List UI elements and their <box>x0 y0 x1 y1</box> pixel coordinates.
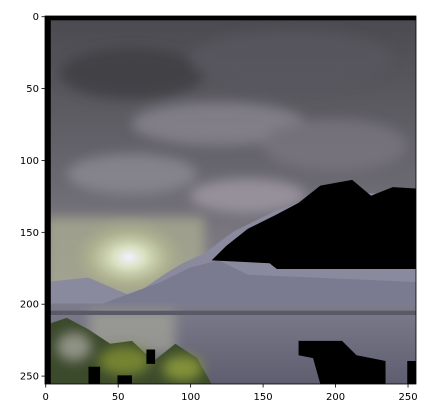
image <box>45 16 416 384</box>
x-tick-label: 200 <box>326 392 345 403</box>
y-tick-label: 0 <box>33 12 39 23</box>
y-tick-label: 50 <box>26 84 39 95</box>
x-tick-label: 250 <box>398 392 417 403</box>
y-tick-label: 250 <box>20 372 39 383</box>
x-tick-label: 100 <box>181 392 200 403</box>
y-tick-label: 100 <box>20 156 39 167</box>
x-tick-label: 50 <box>112 392 125 403</box>
x-tick-label: 150 <box>254 392 273 403</box>
y-tick-label: 200 <box>20 300 39 311</box>
y-tick-label: 150 <box>20 228 39 239</box>
x-tick-label: 0 <box>43 392 49 403</box>
axes-frame <box>44 15 417 385</box>
